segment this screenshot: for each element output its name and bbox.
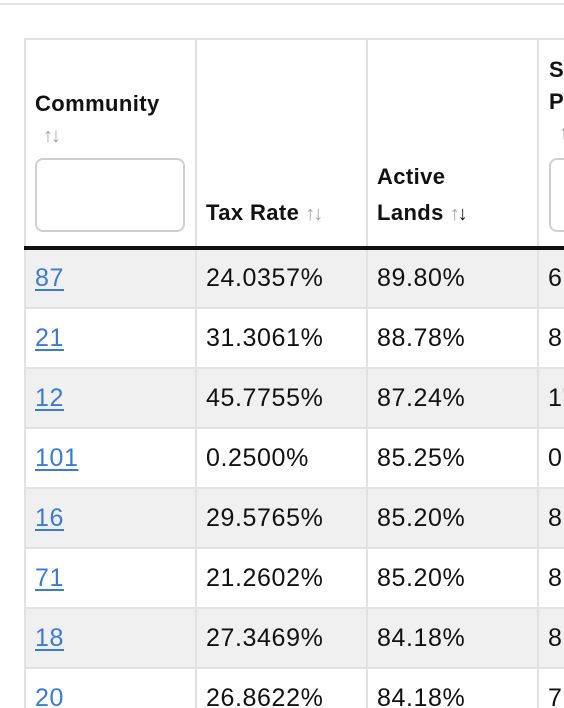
sort-up-arrow-icon: ↑ (449, 203, 460, 225)
table-row: 20 26.8622% 84.18% 7: (24, 667, 564, 708)
table-row: 87 24.0357% 89.80% 6 (24, 247, 564, 309)
partial-cell: 8 (537, 607, 564, 669)
table-header: Community ↑↓ Tax Rate ↑↓ Active Lands ↑↓ (24, 38, 564, 250)
sort-up-arrow-icon[interactable]: ↑ (559, 118, 564, 148)
column-label-partial-line2: Pe (549, 89, 564, 114)
column-label-partial: Sl Pe (549, 54, 564, 118)
sort-down-arrow-icon: ↓ (51, 125, 61, 147)
sort-toggle-active-lands[interactable]: ↑↓ (449, 196, 468, 232)
tax-rate-cell: 29.5765% (195, 487, 368, 549)
column-label-community: Community (35, 91, 160, 116)
active-lands-cell: 84.18% (366, 667, 539, 708)
data-table: Community ↑↓ Tax Rate ↑↓ Active Lands ↑↓ (24, 38, 564, 708)
active-lands-cell: 85.20% (366, 487, 539, 549)
tax-rate-cell: 21.2602% (195, 547, 368, 609)
column-label-tax-rate: Tax Rate (206, 200, 300, 225)
table-row: 12 45.7755% 87.24% 1' (24, 367, 564, 429)
community-link[interactable]: 71 (35, 563, 65, 592)
top-divider (0, 3, 564, 5)
active-lands-cell: 85.20% (366, 547, 539, 609)
partial-cell: 7: (537, 667, 564, 708)
table-row: 101 0.2500% 85.25% 0 (24, 427, 564, 489)
column-header-tax-rate[interactable]: Tax Rate ↑↓ (195, 38, 368, 250)
community-link[interactable]: 18 (35, 623, 65, 652)
community-cell: 71 (24, 547, 197, 609)
column-label-active-lands-line2: Lands (377, 200, 444, 225)
partial-cell: 1' (537, 367, 564, 429)
active-lands-cell: 85.25% (366, 427, 539, 489)
tax-rate-cell: 24.0357% (195, 247, 368, 309)
tax-rate-cell: 45.7755% (195, 367, 368, 429)
community-link[interactable]: 20 (35, 683, 65, 708)
community-cell: 18 (24, 607, 197, 669)
sort-down-arrow-icon-active: ↓ (457, 203, 468, 225)
table-row: 16 29.5765% 85.20% 8 (24, 487, 564, 549)
partial-cell: 8 (537, 487, 564, 549)
community-link[interactable]: 12 (35, 383, 65, 412)
community-cell: 101 (24, 427, 197, 489)
sort-toggle-community[interactable]: ↑↓ (43, 122, 185, 150)
table-body: 87 24.0357% 89.80% 6 21 31.3061% 88.78% … (24, 247, 564, 708)
partial-cell: 8 (537, 307, 564, 369)
column-header-partial[interactable]: Sl Pe ↑ (537, 38, 564, 250)
sort-up-arrow-icon: ↑ (305, 203, 315, 225)
community-cell: 20 (24, 667, 197, 708)
column-header-community[interactable]: Community ↑↓ (24, 38, 197, 250)
column-header-active-lands[interactable]: Active Lands ↑↓ (366, 38, 539, 250)
tax-rate-cell: 31.3061% (195, 307, 368, 369)
partial-cell: 0 (537, 427, 564, 489)
tax-rate-cell: 0.2500% (195, 427, 368, 489)
sort-down-arrow-icon: ↓ (313, 203, 323, 225)
table-row: 71 21.2602% 85.20% 8 (24, 547, 564, 609)
table-row: 18 27.3469% 84.18% 8 (24, 607, 564, 669)
community-link[interactable]: 101 (35, 443, 79, 472)
active-lands-cell: 87.24% (366, 367, 539, 429)
table-container[interactable]: Community ↑↓ Tax Rate ↑↓ Active Lands ↑↓ (24, 38, 564, 708)
partial-cell: 8 (537, 547, 564, 609)
community-cell: 12 (24, 367, 197, 429)
active-lands-cell: 84.18% (366, 607, 539, 669)
community-link[interactable]: 16 (35, 503, 65, 532)
active-lands-cell: 88.78% (366, 307, 539, 369)
header-row: Community ↑↓ Tax Rate ↑↓ Active Lands ↑↓ (24, 38, 564, 250)
active-lands-cell: 89.80% (366, 247, 539, 309)
tax-rate-cell: 27.3469% (195, 607, 368, 669)
sort-toggle-tax-rate[interactable]: ↑↓ (305, 196, 323, 232)
partial-cell: 6 (537, 247, 564, 309)
column-label-partial-line1: Sl (549, 57, 564, 82)
table-row: 21 31.3061% 88.78% 8 (24, 307, 564, 369)
community-cell: 87 (24, 247, 197, 309)
partial-filter-input[interactable] (549, 158, 564, 232)
community-cell: 16 (24, 487, 197, 549)
column-label-active-lands-line2-wrap: Lands ↑↓ (377, 195, 527, 232)
community-cell: 21 (24, 307, 197, 369)
community-link[interactable]: 21 (35, 323, 65, 352)
tax-rate-cell: 26.8622% (195, 667, 368, 708)
column-label-active-lands-line1: Active (377, 164, 446, 189)
community-filter-input[interactable] (35, 158, 185, 232)
community-link[interactable]: 87 (35, 264, 65, 292)
sort-up-arrow-icon: ↑ (43, 125, 53, 147)
